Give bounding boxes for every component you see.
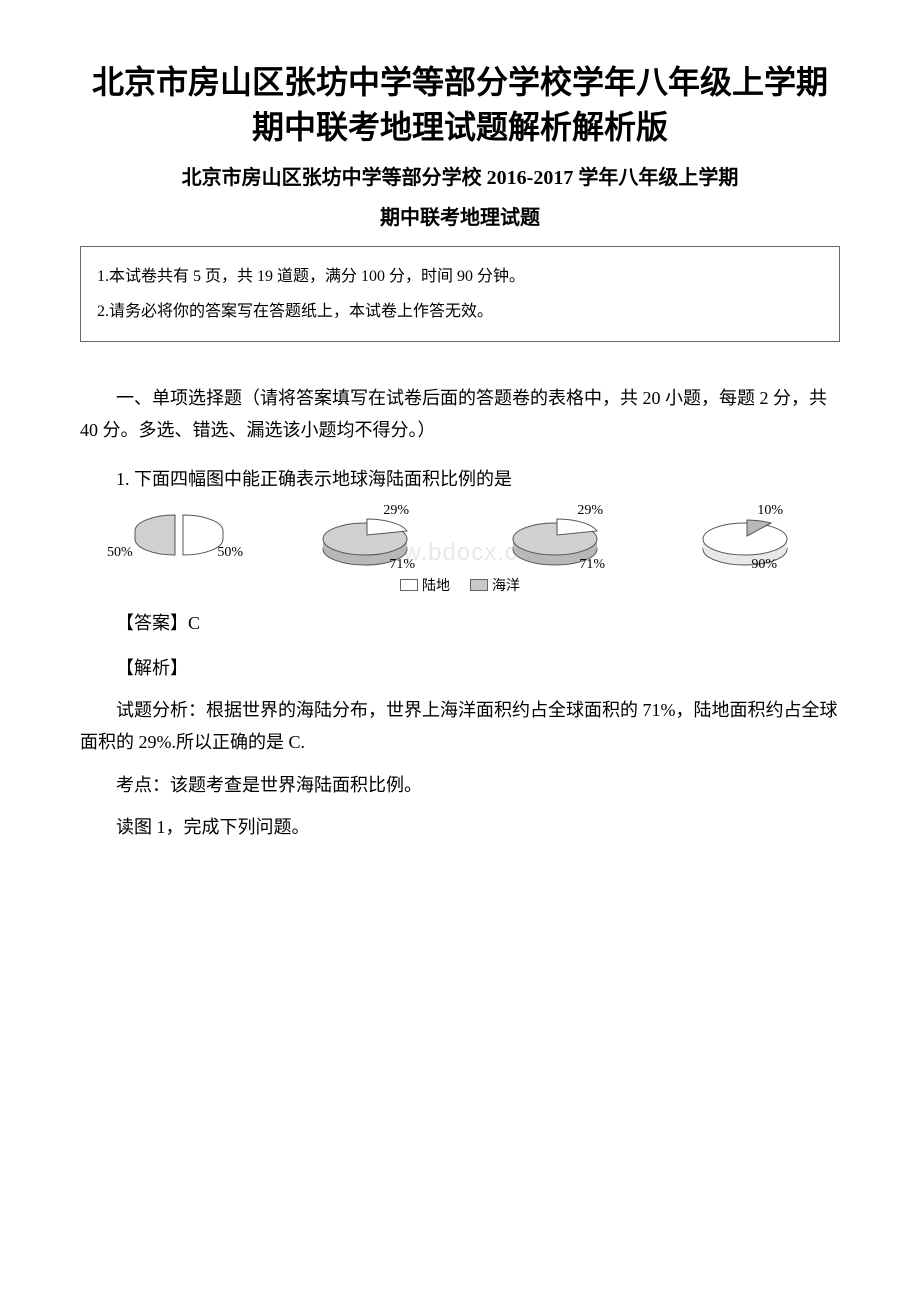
section-intro: 一、单项选择题（请将答案填写在试卷后面的答题卷的表格中，共 20 小题，每题 2… — [80, 382, 840, 447]
next-instruction: 读图 1，完成下列问题。 — [80, 811, 840, 843]
chart-option-c: 29% 71% — [470, 509, 640, 569]
legend-land-swatch — [400, 579, 418, 591]
sub-title-1: 北京市房山区张坊中学等部分学校 2016-2017 学年八年级上学期 — [80, 160, 840, 196]
instruction-line-1: 1.本试卷共有 5 页，共 19 道题，满分 100 分，时间 90 分钟。 — [97, 259, 823, 294]
analysis-paragraph-2: 考点：该题考查是世界海陆面积比例。 — [80, 769, 840, 801]
charts-row: www.bdocx.com 50% 50% — [80, 509, 840, 569]
chart-option-a: 50% 50% — [90, 509, 260, 569]
sub-title-2: 期中联考地理试题 — [80, 200, 840, 236]
instruction-box: 1.本试卷共有 5 页，共 19 道题，满分 100 分，时间 90 分钟。 2… — [80, 246, 840, 342]
legend-land-label: 陆地 — [422, 575, 450, 595]
chart-option-d: 10% 90% — [660, 509, 830, 569]
chart-c-top-label: 29% — [577, 503, 603, 519]
chart-b-bottom-label: 71% — [389, 557, 415, 573]
question-1: 1. 下面四幅图中能正确表示地球海陆面积比例的是 — [80, 463, 840, 495]
chart-d-bottom-label: 90% — [751, 557, 777, 573]
chart-a-right-label: 50% — [217, 545, 243, 561]
instruction-line-2: 2.请务必将你的答案写在答题纸上，本试卷上作答无效。 — [97, 294, 823, 329]
main-title: 北京市房山区张坊中学等部分学校学年八年级上学期期中联考地理试题解析解析版 — [80, 60, 840, 150]
chart-b-top-label: 29% — [383, 503, 409, 519]
legend-ocean-swatch — [470, 579, 488, 591]
answer-label: 【答案】C — [80, 607, 840, 639]
chart-a-left-label: 50% — [107, 545, 133, 561]
analysis-paragraph-1: 试题分析：根据世界的海陆分布，世界上海洋面积约占全球面积的 71%，陆地面积约占… — [80, 694, 840, 759]
pie-chart-d-icon — [685, 509, 805, 579]
chart-option-b: 29% 71% — [280, 509, 450, 569]
chart-c-bottom-label: 71% — [579, 557, 605, 573]
analysis-label: 【解析】 — [80, 652, 840, 684]
chart-d-top-label: 10% — [757, 503, 783, 519]
